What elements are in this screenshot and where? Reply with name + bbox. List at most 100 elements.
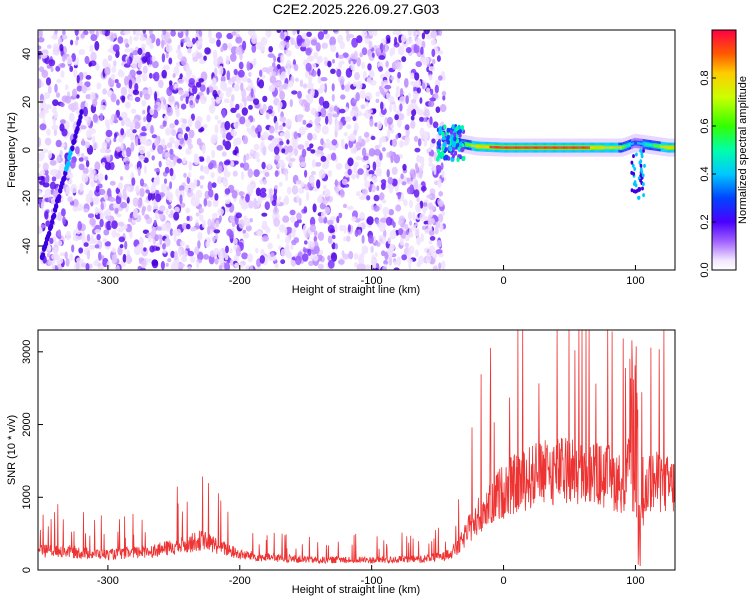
heatmap-noise-cell xyxy=(362,188,368,195)
heatmap-noise-cell xyxy=(417,202,421,212)
heatmap-noise-cell xyxy=(111,220,118,230)
heatmap-noise-cell xyxy=(389,48,394,57)
signal-onset-cell xyxy=(436,148,441,154)
heatmap-noise-cell xyxy=(317,263,324,270)
heatmap-noise-cell xyxy=(160,138,166,148)
heatmap-noise-cell xyxy=(59,102,65,108)
heatmap-noise-cell xyxy=(165,208,169,215)
heatmap-noise-cell xyxy=(132,50,139,56)
heatmap-noise-cell xyxy=(116,146,121,153)
signal-onset-cell xyxy=(441,131,445,137)
heatmap-noise-cell xyxy=(409,184,414,193)
signal-core xyxy=(518,146,521,149)
heatmap-noise-cell xyxy=(439,104,447,113)
heatmap-noise-cell xyxy=(92,135,96,145)
heatmap-noise-cell xyxy=(343,132,348,137)
heatmap-noise-cell xyxy=(54,83,58,93)
heatmap-noise-cell xyxy=(401,181,407,186)
heatmap-noise-cell xyxy=(320,138,324,146)
heatmap-noise-cell xyxy=(340,138,345,149)
heatmap-noise-cell xyxy=(317,68,321,77)
heatmap-noise-cell xyxy=(314,162,322,167)
heatmap-noise-cell xyxy=(138,145,146,155)
heatmap-noise-cell xyxy=(217,56,224,66)
heatmap-noise-cell xyxy=(211,97,216,108)
heatmap-noise-cell xyxy=(416,87,421,94)
heatmap-noise-cell xyxy=(368,234,374,244)
heatmap-noise-cell xyxy=(428,202,433,210)
heatmap-noise-cell xyxy=(373,148,381,156)
heatmap-noise-cell xyxy=(380,217,387,223)
heatmap-noise-cell xyxy=(187,265,192,270)
heatmap-noise-cell xyxy=(330,252,338,262)
heatmap-noise-cell xyxy=(140,43,146,48)
snr-y-axis-label: SNR (10 * v/v) xyxy=(6,415,18,485)
heatmap-noise-cell xyxy=(81,138,85,146)
heatmap-noise-cell xyxy=(346,205,354,211)
heatmap-noise-cell xyxy=(149,107,155,116)
heatmap-noise-cell xyxy=(155,38,161,47)
heatmap-noise-cell xyxy=(249,188,254,194)
heatmap-noise-cell xyxy=(379,238,383,243)
heatmap-noise-cell xyxy=(165,127,172,136)
snr-y-tick-label: 3000 xyxy=(21,340,33,364)
heatmap-noise-cell xyxy=(381,199,387,204)
heatmap-noise-cell xyxy=(253,169,260,178)
heatmap-noise-cell xyxy=(134,136,139,147)
heatmap-noise-cell xyxy=(38,176,45,181)
heatmap-noise-cell xyxy=(342,203,348,209)
heatmap-noise-cell xyxy=(238,219,245,229)
heatmap-noise-cell xyxy=(278,181,283,187)
heatmap-noise-cell xyxy=(241,107,248,116)
heatmap-noise-cell xyxy=(92,196,100,205)
heatmap-noise-cell xyxy=(206,200,212,208)
heatmap-noise-cell xyxy=(169,181,173,190)
heatmap-noise-cell xyxy=(89,128,96,135)
heatmap-noise-cell xyxy=(309,90,315,98)
heatmap-noise-cell xyxy=(215,220,220,228)
heatmap-noise-cell xyxy=(104,66,111,76)
heatmap-noise-cell xyxy=(326,219,334,225)
heatmap-noise-cell xyxy=(431,48,436,58)
heatmap-noise-cell xyxy=(150,124,154,134)
heatmap-noise-cell xyxy=(436,240,442,248)
heatmap-noise-cell xyxy=(404,135,410,144)
heatmap-noise-cell xyxy=(386,92,391,100)
heatmap-noise-cell xyxy=(166,106,173,117)
heatmap-noise-cell xyxy=(246,97,254,102)
heatmap-noise-cell xyxy=(185,244,190,249)
heatmap-noise-cell xyxy=(312,133,317,141)
heatmap-noise-cell xyxy=(199,214,204,222)
heatmap-noise-cell xyxy=(153,71,160,82)
heatmap-streak-cell xyxy=(62,175,67,182)
heatmap-noise-cell xyxy=(239,116,246,125)
heatmap-noise-cell xyxy=(324,206,331,215)
heatmap-noise-cell xyxy=(341,84,345,91)
heatmap-noise-cell xyxy=(71,244,75,253)
heatmap-noise-cell xyxy=(90,91,96,101)
heatmap-noise-cell xyxy=(38,30,43,39)
heatmap-noise-cell xyxy=(132,197,139,207)
heatmap-noise-cell xyxy=(196,94,200,100)
colorbar-tick-label: 0.4 xyxy=(699,166,711,181)
signal-onset-cell xyxy=(438,130,442,135)
heatmap-noise-cell xyxy=(178,185,185,192)
heatmap-noise-cell xyxy=(368,170,375,176)
heatmap-noise-cell xyxy=(57,240,63,247)
heatmap-noise-cell xyxy=(410,99,417,104)
heatmap-signal-band xyxy=(436,124,675,200)
heatmap-noise-cell xyxy=(170,209,174,216)
heatmap-noise-cell xyxy=(271,137,277,148)
heatmap-noise-cell xyxy=(38,137,42,147)
heatmap-noise-cell xyxy=(187,250,194,257)
heatmap-noise-cell xyxy=(70,184,78,194)
heatmap-x-ticks: -300 -200 -100 0 100 xyxy=(97,265,645,287)
heatmap-noise-cell xyxy=(52,43,59,51)
heatmap-streak-cell xyxy=(54,203,59,210)
heatmap-noise-cell xyxy=(428,162,434,167)
heatmap-noise-cell xyxy=(301,148,307,158)
heatmap-noise-cell xyxy=(185,41,193,47)
heatmap-noise-cell xyxy=(290,244,294,251)
heatmap-noise-cell xyxy=(295,255,302,266)
heatmap-noise-cell xyxy=(223,160,231,166)
